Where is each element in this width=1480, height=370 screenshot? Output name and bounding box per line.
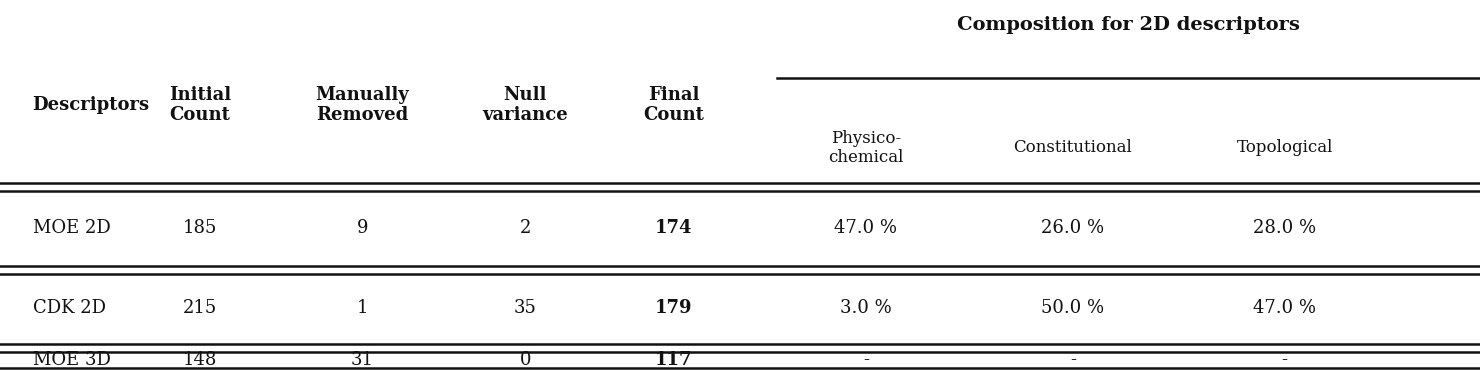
Text: Topological: Topological <box>1236 139 1333 157</box>
Text: 148: 148 <box>182 351 218 369</box>
Text: -: - <box>1282 351 1288 369</box>
Text: 47.0 %: 47.0 % <box>835 219 897 237</box>
Text: 47.0 %: 47.0 % <box>1254 299 1316 317</box>
Text: 117: 117 <box>654 351 693 369</box>
Text: Null
variance: Null variance <box>482 85 568 124</box>
Text: Composition for 2D descriptors: Composition for 2D descriptors <box>958 16 1299 34</box>
Text: 28.0 %: 28.0 % <box>1254 219 1316 237</box>
Text: 50.0 %: 50.0 % <box>1042 299 1104 317</box>
Text: Initial
Count: Initial Count <box>169 85 231 124</box>
Text: 0: 0 <box>519 351 531 369</box>
Text: MOE 2D: MOE 2D <box>33 219 111 237</box>
Text: CDK 2D: CDK 2D <box>33 299 105 317</box>
Text: 31: 31 <box>351 351 374 369</box>
Text: 185: 185 <box>182 219 218 237</box>
Text: 1: 1 <box>357 299 369 317</box>
Text: Manually
Removed: Manually Removed <box>315 85 410 124</box>
Text: 179: 179 <box>654 299 693 317</box>
Text: 26.0 %: 26.0 % <box>1042 219 1104 237</box>
Text: 3.0 %: 3.0 % <box>841 299 891 317</box>
Text: 2: 2 <box>519 219 531 237</box>
Text: 9: 9 <box>357 219 369 237</box>
Text: -: - <box>863 351 869 369</box>
Text: MOE 3D: MOE 3D <box>33 351 111 369</box>
Text: -: - <box>1070 351 1076 369</box>
Text: Descriptors: Descriptors <box>33 96 149 114</box>
Text: 215: 215 <box>182 299 218 317</box>
Text: Final
Count: Final Count <box>642 85 704 124</box>
Text: Constitutional: Constitutional <box>1014 139 1132 157</box>
Text: 35: 35 <box>514 299 537 317</box>
Text: 174: 174 <box>654 219 693 237</box>
Text: Physico-
chemical: Physico- chemical <box>829 130 903 166</box>
